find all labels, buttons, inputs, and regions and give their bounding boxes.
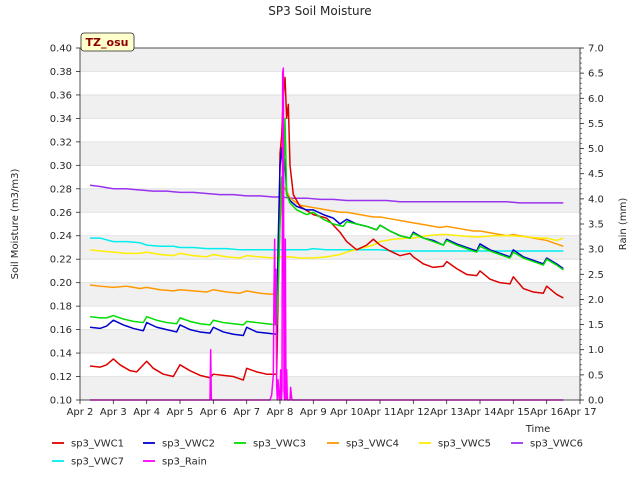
x-tick-label: Apr 7 [233,407,260,418]
y2-tick-label: 6.0 [588,94,604,105]
x-tick-label: Apr 16 [530,407,563,418]
series-line-sp3-vwc4 [89,185,564,296]
legend-label: sp3_VWC1 [71,439,124,450]
x-tick-label: Apr 13 [430,407,463,418]
y-tick-label: 0.32 [50,137,72,148]
x-tick-label: Apr 11 [363,407,396,418]
grid-band [80,48,580,72]
y-axis-title: Soil Moisture (m3/m3) [10,169,21,280]
y2-tick-label: 5.0 [588,144,604,155]
series-line-sp3-vwc2 [89,146,564,337]
y-tick-label: 0.26 [50,208,72,219]
x-tick-label: Apr 12 [397,407,430,418]
series-line-sp3-vwc1 [89,76,564,381]
y2-tick-label: 1.0 [588,345,604,356]
grid-band [80,329,580,354]
x-tick-label: Apr 15 [497,407,530,418]
x-tick-label: Apr 5 [167,407,194,418]
x-tick-label: Apr 4 [133,407,160,418]
legend-label: sp3_VWC6 [530,439,583,450]
x-tick-label: Apr 3 [100,407,127,418]
site-badge-label: TZ_osu [86,36,129,49]
y-tick-label: 0.14 [50,349,72,360]
grid-band [80,282,580,307]
legend-label: sp3_VWC5 [438,439,491,450]
y2-axis-title: Rain (mm) [618,198,629,251]
y-tick-label: 0.34 [50,114,72,125]
y2-tick-label: 3.5 [588,220,604,231]
y-tick-label: 0.18 [50,302,72,313]
grid-band [80,94,580,119]
x-tick-label: Apr 2 [67,407,94,418]
y-tick-label: 0.38 [50,67,72,78]
series-line-sp3-vwc5 [89,233,564,259]
grid-band [80,188,580,213]
x-axis-title: Time [525,424,550,435]
legend-label: sp3_VWC2 [162,439,215,450]
y2-tick-label: 5.5 [588,119,604,130]
y2-tick-label: 1.5 [588,320,604,331]
legend-label: sp3_VWC4 [346,439,399,450]
x-tick-label: Apr 8 [267,407,294,418]
y-tick-label: 0.30 [50,161,72,172]
x-axis: Apr 2 Apr 3 Apr 4 Apr 5 Apr 6 Apr 7 Apr 8 Apr 9… [67,400,597,418]
y-axis-left: 0.10 0.12 0.14 0.16 0.18 0.20 0.22 0.24 0.26 0.28… [50,44,80,407]
y2-tick-label: 0.0 [588,396,604,407]
chart-title: SP3 Soil Moisture [268,4,371,18]
series-line-sp3-vwc6 [89,184,564,204]
grid-band [80,141,580,166]
y-tick-label: 0.40 [50,44,72,55]
y2-tick-label: 4.5 [588,169,604,180]
y2-tick-label: 2.0 [588,295,604,306]
legend-label: sp3_VWC3 [253,439,306,450]
grid-band [80,235,580,260]
x-tick-label: Apr 14 [463,407,496,418]
series-line-sp3-vwc3 [89,117,564,326]
x-tick-label: Apr 17 [563,407,596,418]
y2-tick-label: 6.5 [588,69,604,80]
plot-background [80,48,580,401]
y-tick-label: 0.20 [50,278,72,289]
y-tick-label: 0.10 [50,396,72,407]
y2-tick-label: 4.0 [588,194,604,205]
legend: sp3_VWC1 sp3_VWC2 sp3_VWC3 sp3_VWC4 sp3_VWC5… [52,439,583,468]
grid-band [80,376,580,400]
x-tick-label: Apr 6 [200,407,227,418]
y-tick-label: 0.22 [50,255,72,266]
y-tick-label: 0.24 [50,231,72,242]
y-axis-right: 0.0 0.5 1.0 1.5 2.0 2.5 3.0 3.5 4.0 4.5 5.0 5.5 6.0 6… [580,44,604,407]
x-tick-label: Apr 10 [330,407,363,418]
y-tick-label: 0.28 [50,184,72,195]
y2-tick-label: 7.0 [588,44,604,55]
y-tick-label: 0.36 [50,90,72,101]
site-badge: TZ_osu [80,32,135,52]
site-badge-box [80,32,135,52]
y2-tick-label: 3.0 [588,245,604,256]
y2-tick-label: 2.5 [588,270,604,281]
y2-tick-label: 0.5 [588,370,604,381]
legend-label: sp3_Rain [162,457,207,468]
y-tick-label: 0.12 [50,372,72,383]
x-tick-label: Apr 9 [300,407,327,418]
y-tick-label: 0.16 [50,325,72,336]
legend-label: sp3_VWC7 [71,457,124,468]
